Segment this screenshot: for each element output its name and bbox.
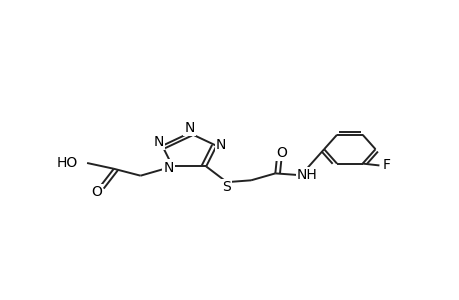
Text: N: N bbox=[153, 135, 163, 149]
Text: S: S bbox=[222, 180, 231, 194]
Text: N: N bbox=[215, 138, 225, 152]
Text: F: F bbox=[382, 158, 390, 172]
Text: HO: HO bbox=[57, 156, 78, 170]
Text: O: O bbox=[275, 146, 286, 160]
Text: O: O bbox=[91, 185, 102, 199]
Text: N: N bbox=[163, 160, 173, 175]
Text: NH: NH bbox=[297, 168, 317, 182]
Text: N: N bbox=[184, 121, 194, 135]
